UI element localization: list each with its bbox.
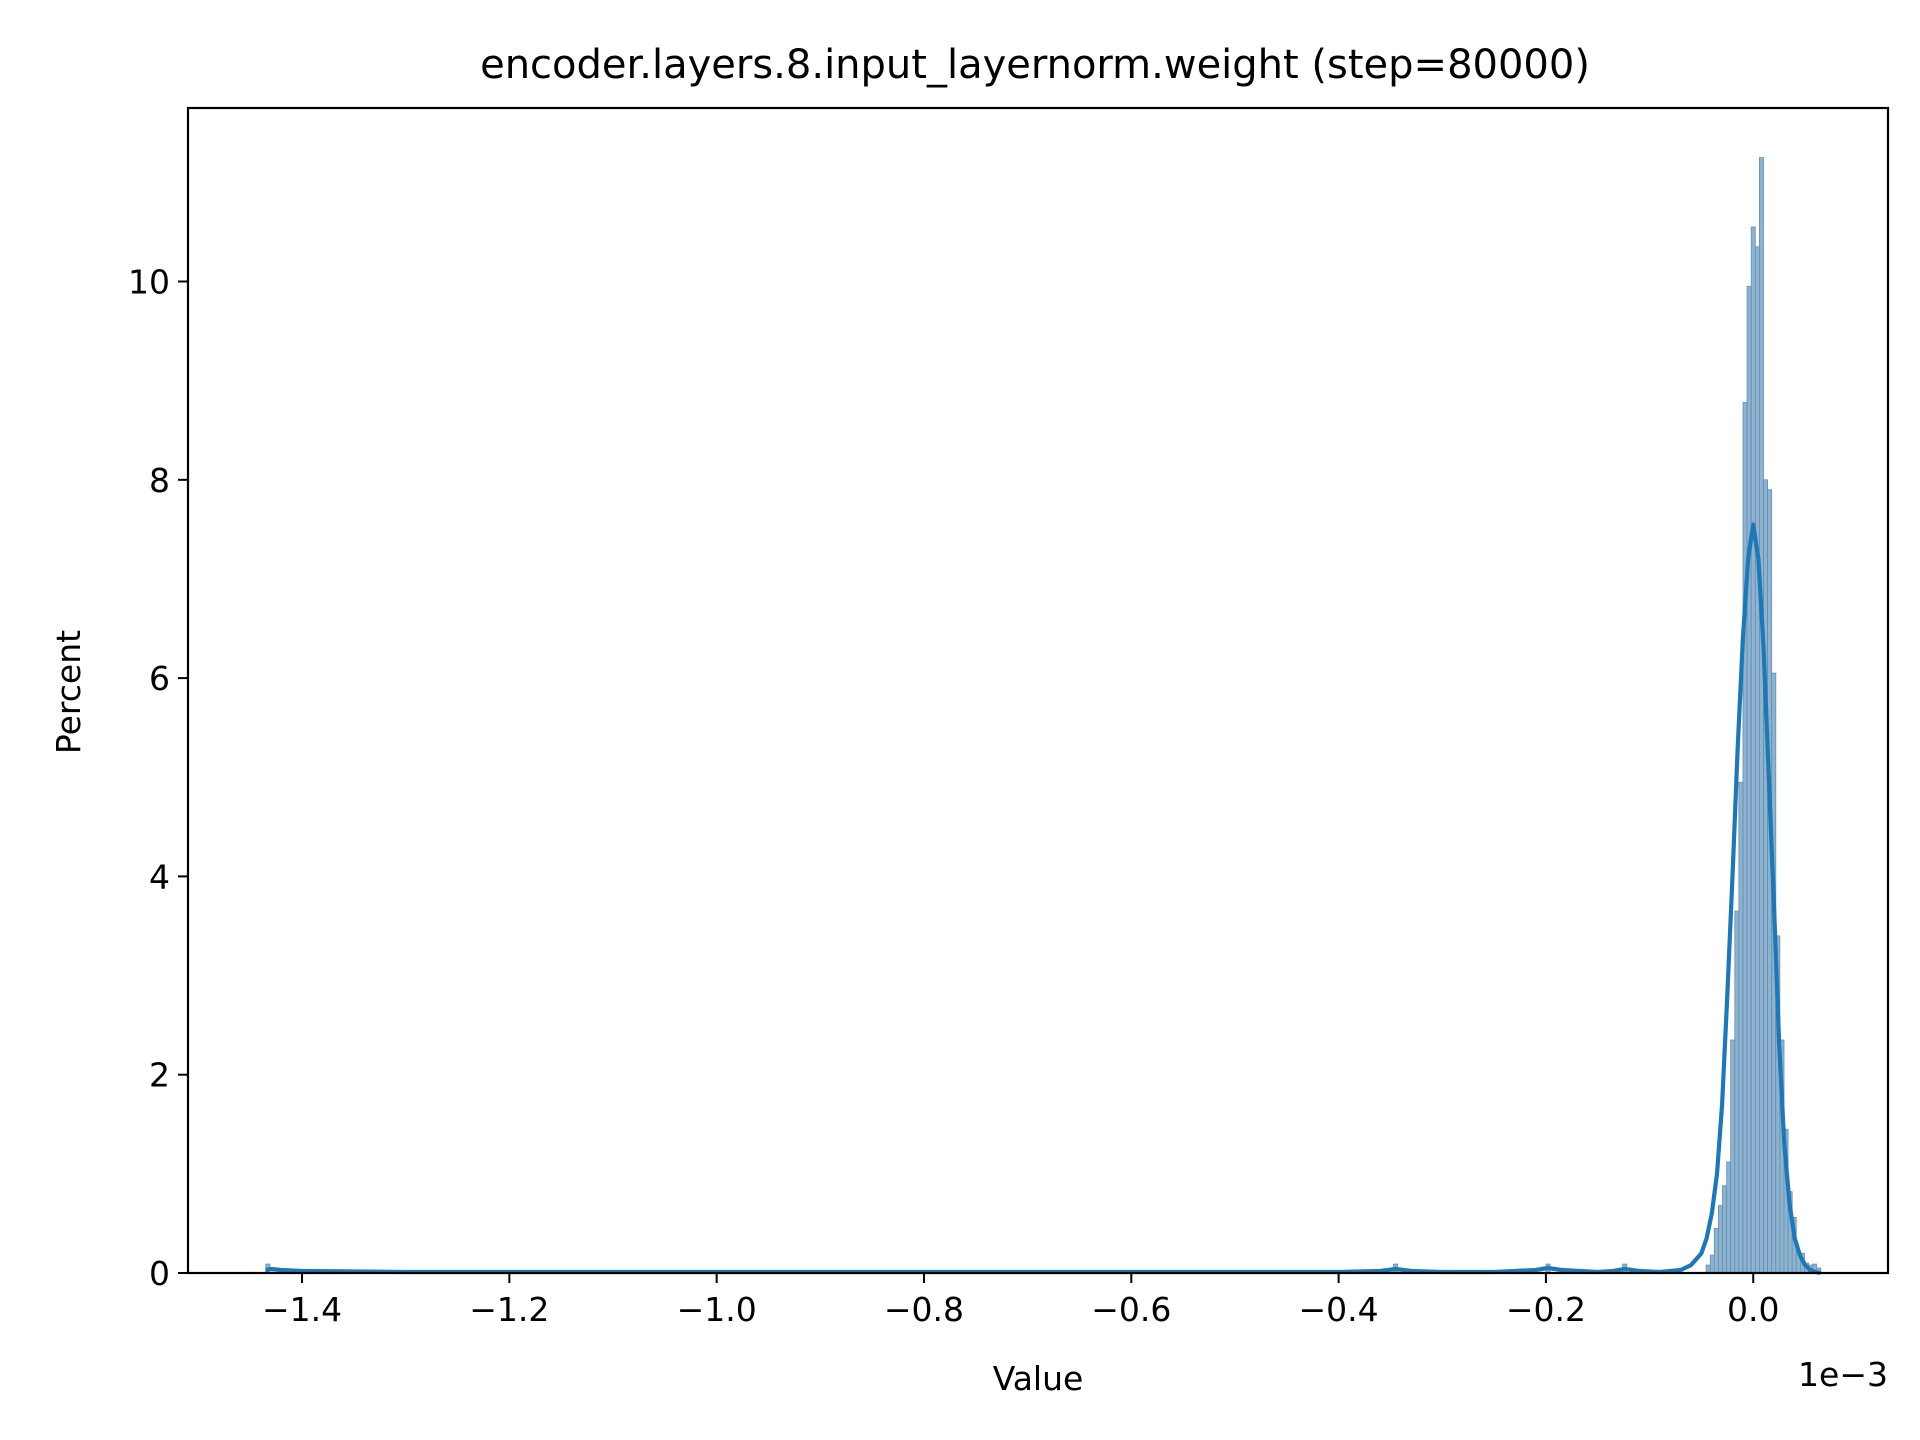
y-tick-label: 8 — [149, 461, 170, 500]
histogram-bar — [1726, 1161, 1732, 1274]
histogram-bar — [1705, 1264, 1711, 1274]
x-tick-label: −0.6 — [1091, 1290, 1171, 1329]
histogram-bar — [1758, 157, 1764, 1274]
x-tick-label: −0.8 — [884, 1290, 964, 1329]
y-tick-label: 4 — [149, 857, 170, 896]
x-tick-label: −0.2 — [1506, 1290, 1586, 1329]
x-axis-label: Value — [993, 1359, 1084, 1398]
histogram-bar — [1718, 1205, 1723, 1274]
x-tick-label: 0.0 — [1727, 1290, 1779, 1329]
x-tick-label: −1.4 — [262, 1290, 342, 1329]
histogram-bar — [1750, 226, 1756, 1274]
y-axis-label: Percent — [49, 630, 88, 754]
x-axis-ticks: −1.4 −1.2 −1.0 −0.8 −0.6 −0.4 −0.2 0.0 — [262, 1273, 1779, 1329]
histogram-bar — [1763, 479, 1769, 1274]
y-tick-label: 6 — [149, 659, 170, 698]
histogram-bar — [1730, 1039, 1736, 1274]
x-tick-label: −1.0 — [677, 1290, 757, 1329]
histogram-bar — [1709, 1254, 1715, 1274]
histogram-bar — [1734, 910, 1740, 1274]
histogram-bar — [1738, 781, 1744, 1274]
y-tick-label: 0 — [149, 1254, 170, 1293]
histogram-bars — [265, 157, 1822, 1274]
y-axis-ticks: 0 2 4 6 8 10 — [128, 263, 188, 1293]
chart-title: encoder.layers.8.input_layernorm.weight … — [480, 42, 1590, 88]
x-axis-offset-label: 1e−3 — [1798, 1355, 1888, 1394]
histogram-bar — [1722, 1185, 1727, 1274]
histogram-bar — [1742, 402, 1748, 1274]
histogram-bar — [1713, 1227, 1719, 1274]
y-tick-label: 2 — [149, 1056, 170, 1095]
y-tick-label: 10 — [128, 263, 170, 302]
x-tick-label: −1.2 — [469, 1290, 549, 1329]
x-tick-label: −0.4 — [1299, 1290, 1379, 1329]
kde-line — [265, 522, 1821, 1276]
plot-frame — [186, 106, 1890, 1275]
histogram-bar — [1746, 286, 1752, 1274]
histogram-bar — [1754, 246, 1760, 1274]
